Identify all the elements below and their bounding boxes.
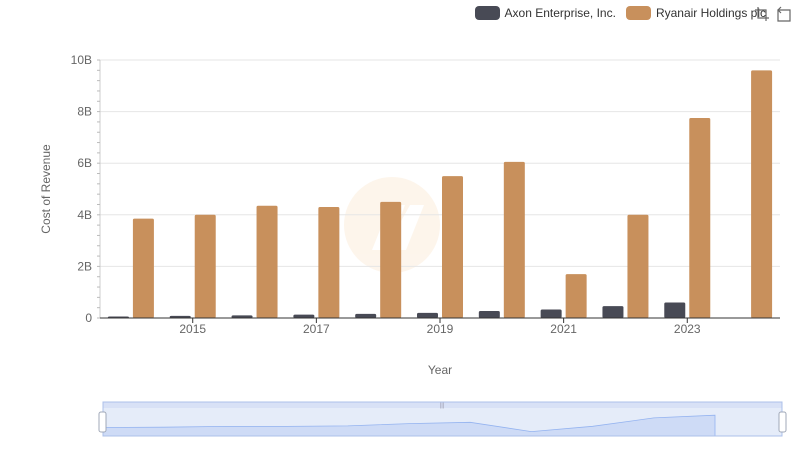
zoom-selection[interactable] [102,401,783,437]
y-axis-label: Cost of Revenue [39,144,53,234]
bar-ryanair-2020 [503,161,525,318]
bar-ryanair-2024 [751,70,773,318]
bar-axon-2022 [602,306,624,318]
bar-axon-2016 [231,315,253,318]
legend-item-ryanair[interactable]: Ryanair Holdings plc [625,6,766,20]
bar-ryanair-2014 [132,218,154,318]
zoom-handle-left[interactable] [98,411,107,433]
zoom-preview-area [102,414,716,437]
bar-axon-2020 [478,311,500,318]
bar-ryanair-2023 [689,118,711,318]
x-tick-label: 2015 [179,322,206,336]
legend-swatch-axon [474,6,500,20]
zoom-drag-handle[interactable]: ||| [440,403,445,409]
x-tick-label: 2019 [427,322,454,336]
y-tick-label: 4B [77,208,92,222]
bar-ryanair-2015 [194,214,216,318]
bar-ryanair-2022 [627,214,649,318]
zoom-reset-icon[interactable] [776,6,792,22]
y-tick-label: 8B [77,105,92,119]
legend: Axon Enterprise, Inc. Ryanair Holdings p… [474,4,766,22]
y-tick-label: 6B [77,156,92,170]
y-tick-label: 10B [71,53,92,67]
bar-axon-2018 [355,313,377,318]
bars [107,70,773,318]
zoom-top-bar[interactable] [103,402,782,408]
legend-item-axon[interactable]: Axon Enterprise, Inc. [474,6,616,20]
x-axis-label: Year [428,363,452,377]
zoom-handle-right[interactable] [778,411,787,433]
bar-ryanair-2018 [380,201,402,318]
x-tick-label: 2023 [674,322,701,336]
bar-ryanair-2017 [318,207,340,318]
bar-axon-2021 [540,309,562,318]
y-tick-label: 2B [77,259,92,273]
y-axis: 0 2B 4B 6B 8B 10B [71,53,101,325]
zoom-select-icon[interactable] [754,6,770,22]
x-tick-label: 2021 [550,322,577,336]
bar-ryanair-2019 [442,176,463,318]
bar-ryanair-2016 [256,205,278,318]
legend-label-axon: Axon Enterprise, Inc. [504,6,616,20]
bar-ryanair-2021 [565,274,587,318]
bar-axon-2017 [293,314,315,318]
legend-label-ryanair: Ryanair Holdings plc [655,6,766,20]
x-tick-label: 2017 [303,322,330,336]
toolbox [754,6,792,22]
x-axis: 2015 2017 2019 2021 2023 [100,317,780,336]
legend-swatch-ryanair [625,6,651,20]
bar-axon-2023 [664,302,686,318]
y-tick-label: 0 [85,311,92,325]
bar-axon-2019 [417,312,438,318]
bar-axon-2015 [169,315,191,318]
